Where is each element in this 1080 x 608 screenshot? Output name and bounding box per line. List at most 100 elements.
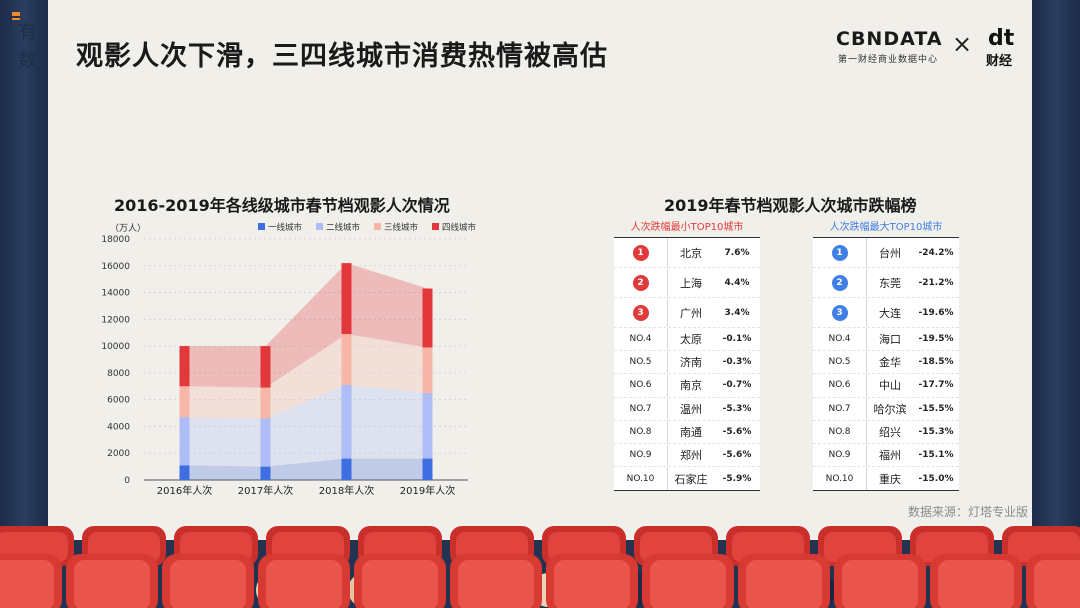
y-unit-label: （万人） <box>110 223 146 234</box>
band-3 <box>184 334 428 419</box>
largest-drop-header: 人次跌幅最大TOP10城市 <box>829 222 943 233</box>
ranking-title: 2019年春节档观影人次城市跌幅榜 <box>664 196 917 215</box>
rank-city: 台州 <box>879 246 901 260</box>
seat-front-cushion <box>938 560 1014 608</box>
seat-front-cushion <box>170 560 246 608</box>
bar-3 <box>179 386 190 418</box>
rank-value: -19.6% <box>918 307 954 318</box>
y-tick-label: 14000 <box>101 289 130 299</box>
rank-city: 重庆 <box>879 472 901 486</box>
legend-label: 三线城市 <box>384 222 419 233</box>
rank-city: 温州 <box>680 402 702 416</box>
rank-row: 3 大连 -19.6% <box>813 298 959 328</box>
largest-drop-panel: 人次跌幅最大TOP10城市 1 台州 -24.2% 2 东莞 -21.2% 3 大连 -19.6… <box>813 218 959 492</box>
rank-value: 3.4% <box>724 307 750 318</box>
x-tick-label: 2017年人次 <box>238 484 293 497</box>
smallest-drop-panel: 人次跌幅最小TOP10城市 1 北京 7.6% 2 上海 4.4% 3 广州 3.4% NO.4 太… <box>614 218 760 492</box>
page-title: 观影人次下滑，三四线城市消费热情被高估 <box>76 41 608 72</box>
bar-4 <box>260 346 271 388</box>
rank-city: 北京 <box>680 246 702 260</box>
y-tick-label: 16000 <box>101 262 130 272</box>
rank-row: NO.4 太原 -0.1% <box>614 328 760 352</box>
rank-number: NO.4 <box>813 328 867 351</box>
rank-row: NO.4 海口 -19.5% <box>813 328 959 352</box>
rank-city: 石家庄 <box>674 472 708 486</box>
rank-value: -15.3% <box>918 426 954 437</box>
rank-value: -17.7% <box>918 380 954 391</box>
rank-city: 郑州 <box>680 449 702 463</box>
curtain-right <box>1032 0 1080 608</box>
rank-city: 上海 <box>680 276 702 290</box>
rank-number: NO.8 <box>813 420 867 443</box>
legend-label: 四线城市 <box>442 222 477 233</box>
bar-2 <box>260 418 271 467</box>
smallest-drop-table: 1 北京 7.6% 2 上海 4.4% 3 广州 3.4% NO.4 太原 -0.1% NO.5 济南 -0… <box>614 237 760 492</box>
rank-value: -0.7% <box>722 380 752 391</box>
legend-swatch <box>316 223 323 230</box>
rank-value: -0.3% <box>722 357 752 368</box>
rank-row: NO.6 中山 -17.7% <box>813 374 959 398</box>
rank-city: 广州 <box>680 306 702 320</box>
rank-number: NO.9 <box>614 443 668 467</box>
cbndata-logo: CBNDATA <box>836 28 943 50</box>
rank-badge-icon: 1 <box>831 244 848 261</box>
logo-char-1: 有 <box>18 21 38 43</box>
rank-number: NO.5 <box>813 351 867 374</box>
bar-1 <box>260 466 271 480</box>
rank-row: NO.5 金华 -18.5% <box>813 351 959 375</box>
rank-city: 东莞 <box>879 276 901 290</box>
bar-1 <box>422 458 433 480</box>
rank-badge-icon: 2 <box>831 274 848 291</box>
times-icon: × <box>952 30 973 58</box>
rank-row: 3 广州 3.4% <box>614 298 760 328</box>
rank-value: -21.2% <box>918 277 954 288</box>
rank-number: NO.7 <box>614 397 668 420</box>
rank-number: 2 <box>813 268 867 297</box>
cbndata-subtitle: 第一财经商业数据中心 <box>838 55 939 65</box>
rank-row: NO.10 重庆 -15.0% <box>813 467 959 491</box>
rank-row: NO.5 济南 -0.3% <box>614 351 760 375</box>
rank-number: NO.7 <box>813 397 867 420</box>
logo-char-2: 数 <box>18 49 38 71</box>
curtain-left <box>0 0 48 608</box>
rank-row: 2 东莞 -21.2% <box>813 268 959 298</box>
rank-value: -0.1% <box>722 334 752 345</box>
rank-city: 金华 <box>879 356 901 370</box>
dt-caijing-label: 财经 <box>986 54 1013 69</box>
band-1 <box>184 458 428 480</box>
y-tick-label: 6000 <box>107 396 130 406</box>
smallest-drop-header: 人次跌幅最小TOP10城市 <box>630 222 744 233</box>
rank-row: 1 北京 7.6% <box>614 238 760 268</box>
bar-1 <box>179 465 190 480</box>
bar-2 <box>422 392 433 459</box>
seat-front-cushion <box>842 560 918 608</box>
rank-city: 南通 <box>680 425 702 439</box>
seat-front-cushion <box>1034 560 1080 608</box>
rank-number: NO.9 <box>813 443 867 467</box>
rank-value: -18.5% <box>918 357 954 368</box>
rank-city: 海口 <box>879 333 901 347</box>
bar-2 <box>179 417 190 466</box>
rank-badge-icon: 1 <box>632 244 649 261</box>
rank-city: 南京 <box>680 379 702 393</box>
rank-value: -5.3% <box>722 403 752 414</box>
seat-front-cushion <box>746 560 822 608</box>
rank-value: -5.6% <box>722 450 752 461</box>
rank-value: -15.5% <box>918 403 954 414</box>
rank-city: 绍兴 <box>879 425 901 439</box>
brand-logos: CBNDATA 第一财经商业数据中心 × dt 财经 <box>836 26 1020 69</box>
rank-value: -24.2% <box>918 247 954 258</box>
chart-title: 2016-2019年各线级城市春节档观影人次情况 <box>114 196 450 215</box>
rank-row: 2 上海 4.4% <box>614 268 760 298</box>
y-tick-label: 12000 <box>101 315 130 325</box>
y-tick-label: 2000 <box>107 449 130 459</box>
bar-4 <box>341 263 352 335</box>
rank-number: NO.6 <box>614 374 668 397</box>
rank-number: NO.4 <box>614 328 668 351</box>
bar-4 <box>422 288 433 348</box>
legend-swatch <box>258 223 265 230</box>
band-2 <box>184 384 428 467</box>
data-source: 数据来源：灯塔专业版 <box>907 505 1028 519</box>
cinema-seats <box>0 526 1080 608</box>
seat-front-cushion <box>554 560 630 608</box>
